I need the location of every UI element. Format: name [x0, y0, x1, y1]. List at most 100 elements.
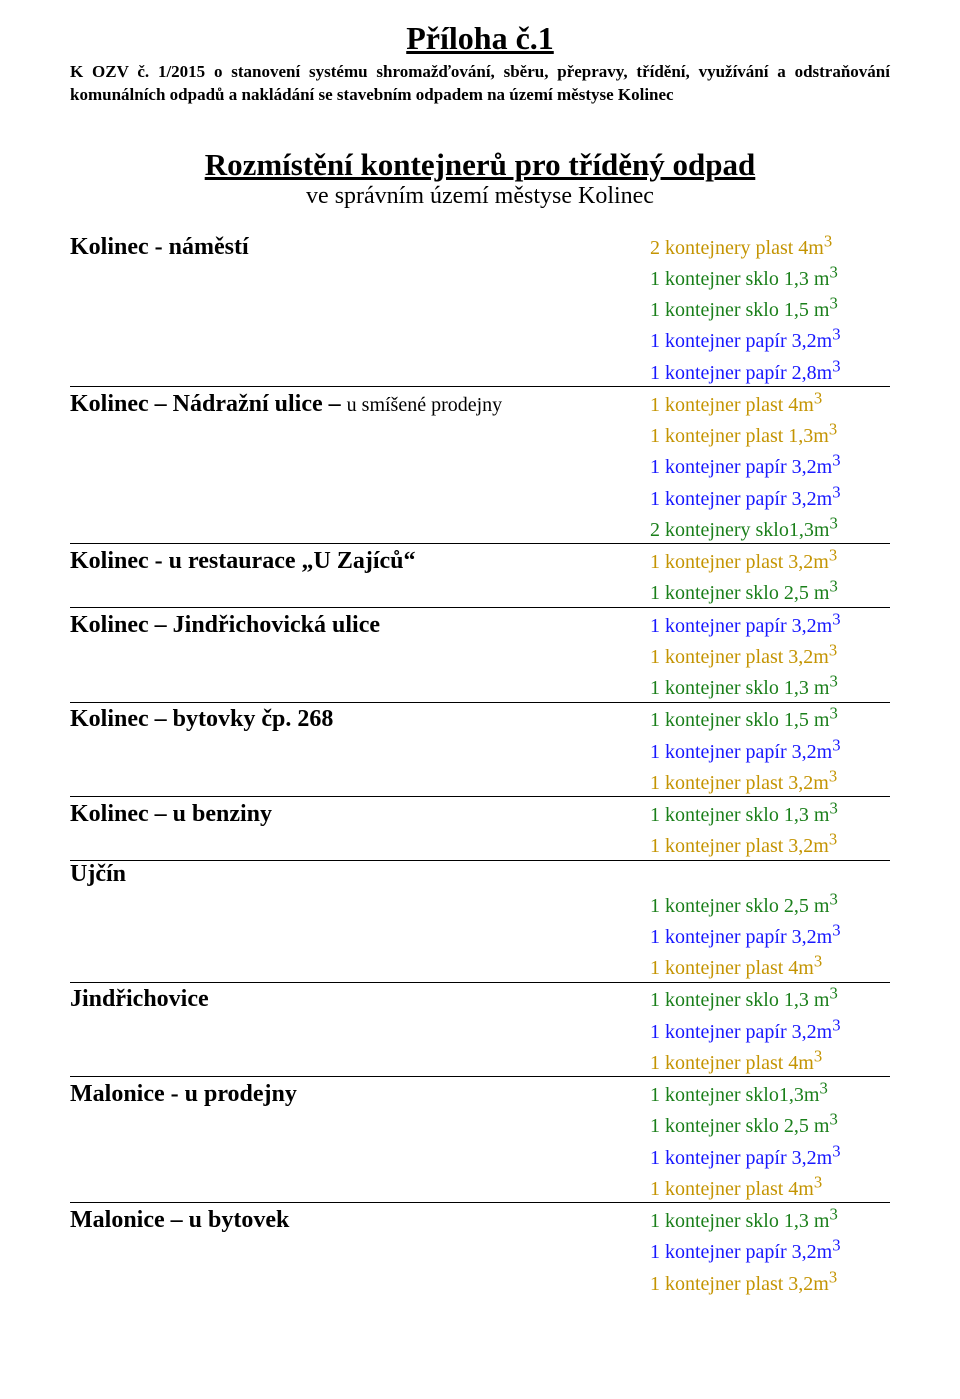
location-name: Kolinec - náměstí	[70, 234, 249, 260]
container-cell: 1 kontejner plast 4m3	[650, 1171, 890, 1202]
location-section: Kolinec – u benziny1 kontejner sklo 1,3 …	[70, 797, 890, 861]
location-left	[70, 586, 650, 604]
container-cell: 1 kontejner plast 3,2m3	[650, 1266, 890, 1297]
container-item-text: 1 kontejner plast 3,2m	[650, 772, 829, 794]
container-item: 1 kontejner plast 4m3	[650, 1052, 822, 1074]
location-left	[70, 899, 650, 917]
container-item: 1 kontejner papír 3,2m3	[650, 330, 841, 352]
location-name: Kolinec – bytovky čp. 268	[70, 706, 333, 732]
container-item: 1 kontejner plast 3,2m3	[650, 772, 837, 794]
superscript: 3	[829, 984, 837, 1003]
container-item: 1 kontejner plast 4m3	[650, 957, 822, 979]
superscript: 3	[829, 766, 837, 785]
location-left: Kolinec – Nádražní ulice – u smíšené pro…	[70, 391, 650, 418]
container-item-text: 1 kontejner sklo 2,5 m	[650, 582, 829, 604]
container-item: 1 kontejner sklo 2,5 m3	[650, 895, 838, 917]
container-cell: 1 kontejner sklo 1,5 m3	[650, 703, 890, 734]
location-left	[70, 930, 650, 948]
container-item: 1 kontejner sklo 1,3 m3	[650, 804, 838, 826]
container-cell: 1 kontejner plast 1,3m3	[650, 418, 890, 449]
location-name: Kolinec - u restaurace „U Zajíců“	[70, 548, 416, 574]
container-item: 1 kontejner plast 3,2m3	[650, 646, 837, 668]
container-cell: 1 kontejner plast 4m3	[650, 950, 890, 981]
container-cell: 1 kontejner papír 3,2m3	[650, 481, 890, 512]
container-item-text: 1 kontejner plast 3,2m	[650, 551, 829, 573]
container-item-text: 1 kontejner plast 3,2m	[650, 835, 829, 857]
location-name: Ujčín	[70, 861, 126, 887]
container-item: 1 kontejner sklo 2,5 m3	[650, 1115, 838, 1137]
container-item-text: 1 kontejner papír 3,2m	[650, 741, 832, 763]
location-left	[70, 1056, 650, 1074]
location-name: Malonice – u bytovek	[70, 1207, 289, 1233]
container-item: 1 kontejner papír 3,2m3	[650, 456, 841, 478]
document-title: Příloha č.1	[70, 20, 890, 57]
container-item-text: 1 kontejner plast 3,2m	[650, 1273, 829, 1295]
container-item: 1 kontejner papír 3,2m3	[650, 741, 841, 763]
container-item-text: 1 kontejner papír 2,8m	[650, 362, 832, 384]
container-cell: 1 kontejner sklo 1,3 m3	[650, 797, 890, 828]
location-left	[70, 961, 650, 979]
location-section: Kolinec – Jindřichovická ulice1 kontejne…	[70, 608, 890, 703]
container-cell: 1 kontejner sklo 1,3 m3	[650, 261, 890, 292]
container-item: 1 kontejner sklo 1,3 m3	[650, 268, 838, 290]
location-left: Jindřichovice	[70, 986, 650, 1013]
container-cell: 1 kontejner plast 3,2m3	[650, 765, 890, 796]
location-left	[70, 1245, 650, 1263]
container-cell: 1 kontejner plast 3,2m3	[650, 544, 890, 575]
location-left	[70, 334, 650, 352]
container-item-text: 1 kontejner sklo 2,5 m	[650, 895, 829, 917]
location-left	[70, 460, 650, 478]
preamble-text: K OZV č. 1/2015 o stanovení systému shro…	[70, 61, 890, 107]
container-item: 1 kontejner sklo 1,5 m3	[650, 299, 838, 321]
container-item-text: 2 kontejnery sklo1,3m	[650, 519, 829, 541]
container-item: 1 kontejner papír 3,2m3	[650, 1021, 841, 1043]
location-left	[70, 523, 650, 541]
location-name: Kolinec – Nádražní ulice –	[70, 391, 347, 417]
container-cell: 1 kontejner plast 3,2m3	[650, 639, 890, 670]
container-cell: 1 kontejner papír 3,2m3	[650, 450, 890, 481]
container-cell: 1 kontejner papír 3,2m3	[650, 608, 890, 639]
container-item: 1 kontejner papír 2,8m3	[650, 362, 841, 384]
location-name: Malonice - u prodejny	[70, 1081, 297, 1107]
location-left	[70, 492, 650, 510]
location-section: Malonice – u bytovek 1 kontejner sklo 1,3…	[70, 1203, 890, 1297]
container-item-text: 1 kontejner papír 3,2m	[650, 1021, 832, 1043]
superscript: 3	[824, 231, 832, 250]
superscript: 3	[832, 609, 840, 628]
container-item: 2 kontejnery sklo1,3m3	[650, 519, 838, 541]
superscript: 3	[829, 1267, 837, 1286]
container-item-text: 1 kontejner sklo 1,5 m	[650, 299, 829, 321]
container-item: 1 kontejner plast 4m3	[650, 1178, 822, 1200]
location-left: Malonice - u prodejny	[70, 1081, 650, 1108]
container-item: 1 kontejner sklo1,3m3	[650, 1084, 828, 1106]
location-left: Kolinec – u benziny	[70, 801, 650, 828]
location-left: Ujčín	[70, 861, 650, 888]
container-item-text: 1 kontejner papír 3,2m	[650, 1147, 832, 1169]
container-item-text: 1 kontejner plast 4m	[650, 1052, 814, 1074]
location-left: Kolinec - náměstí	[70, 234, 650, 261]
container-item-text: 1 kontejner papír 3,2m	[650, 456, 832, 478]
container-item: 1 kontejner sklo 1,5 m3	[650, 709, 838, 731]
container-item-text: 1 kontejner sklo1,3m	[650, 1084, 819, 1106]
superscript: 3	[829, 1204, 837, 1223]
container-item: 1 kontejner sklo 1,3 m3	[650, 1210, 838, 1232]
superscript: 3	[829, 293, 837, 312]
location-left	[70, 650, 650, 668]
superscript: 3	[832, 482, 840, 501]
location-name: Jindřichovice	[70, 986, 209, 1012]
container-item-text: 1 kontejner sklo 1,5 m	[650, 709, 829, 731]
superscript: 3	[829, 419, 837, 438]
container-cell: 1 kontejner plast 4m3	[650, 1045, 890, 1076]
location-left	[70, 303, 650, 321]
superscript: 3	[832, 920, 840, 939]
superscript: 3	[829, 640, 837, 659]
superscript: 3	[832, 1236, 840, 1255]
sub-heading: ve správním území městyse Kolinec	[70, 183, 890, 210]
location-left: Malonice – u bytovek	[70, 1207, 650, 1234]
location-left	[70, 272, 650, 290]
superscript: 3	[829, 830, 837, 849]
container-cell: 1 kontejner papír 3,2m3	[650, 919, 890, 950]
superscript: 3	[819, 1078, 827, 1097]
superscript: 3	[829, 513, 837, 532]
location-left	[70, 1277, 650, 1295]
